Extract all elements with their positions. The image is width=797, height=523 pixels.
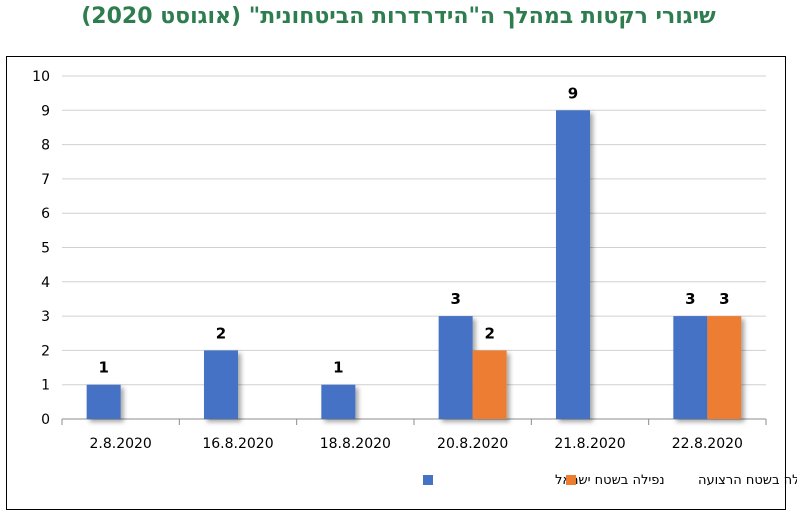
x-tick-label: 18.8.2020 — [320, 436, 391, 452]
bar — [438, 316, 473, 419]
data-label-bg — [446, 291, 465, 310]
x-tick-label: 2.8.2020 — [89, 436, 151, 452]
y-tick-label: 3 — [41, 309, 50, 325]
data-label-bg — [329, 359, 348, 378]
bars — [86, 110, 742, 420]
data-label-bg — [564, 85, 582, 104]
axes: 0 1 2 3 4 5 6 7 8 9 10 2.8.2020 16.8.2020 18.8.2020 20… — [32, 69, 767, 452]
chart-title: שיגורי רקטות במהלך ה"הידרדרות הביטחונית"… — [81, 4, 716, 29]
gridlines — [62, 75, 766, 420]
bar — [86, 384, 121, 419]
y-tick-label: 2 — [41, 343, 50, 359]
legend-swatch — [423, 475, 433, 485]
data-label-bg — [212, 325, 230, 344]
bar — [707, 316, 742, 419]
legend-swatch — [566, 475, 576, 485]
y-tick-label: 4 — [41, 275, 50, 291]
legend-label: נפילה בשטח הרצועה — [698, 473, 797, 488]
legend: נפילה בשטח ישראל נפילה בשטח הרצועה — [423, 473, 797, 488]
y-tick-label: 0 — [41, 412, 50, 428]
data-label-bg — [480, 325, 499, 344]
data-label: 3 — [450, 290, 460, 308]
x-tick-label: 21.8.2020 — [554, 436, 625, 452]
y-tick-label: 6 — [41, 206, 50, 222]
x-tick-label: 16.8.2020 — [202, 436, 273, 452]
data-label: 9 — [568, 84, 578, 102]
data-labels: 1 2 1 3 2 9 3 3 — [94, 84, 734, 378]
data-label: 3 — [719, 290, 729, 308]
data-label: 1 — [333, 359, 343, 377]
data-label-bg — [94, 359, 113, 378]
bar — [204, 350, 238, 419]
y-tick-label: 7 — [41, 172, 50, 188]
bar — [556, 110, 590, 420]
data-label: 3 — [685, 290, 695, 308]
data-label: 2 — [484, 324, 494, 342]
chart-frame — [6, 56, 786, 510]
y-tick-label: 8 — [41, 138, 50, 154]
data-label-bg — [715, 291, 734, 310]
x-tick-label: 22.8.2020 — [672, 436, 743, 452]
data-label: 2 — [216, 324, 226, 342]
x-tick-label: 20.8.2020 — [437, 436, 508, 452]
bar — [321, 384, 356, 419]
bar — [472, 350, 507, 419]
data-label: 1 — [98, 359, 108, 377]
data-label-bg — [681, 291, 700, 310]
y-tick-label: 9 — [41, 103, 50, 119]
y-tick-label: 5 — [41, 241, 50, 257]
y-tick-label: 1 — [41, 378, 50, 394]
y-tick-label: 10 — [32, 69, 50, 85]
legend-label: נפילה בשטח ישראל — [555, 473, 665, 488]
bar — [673, 316, 708, 419]
